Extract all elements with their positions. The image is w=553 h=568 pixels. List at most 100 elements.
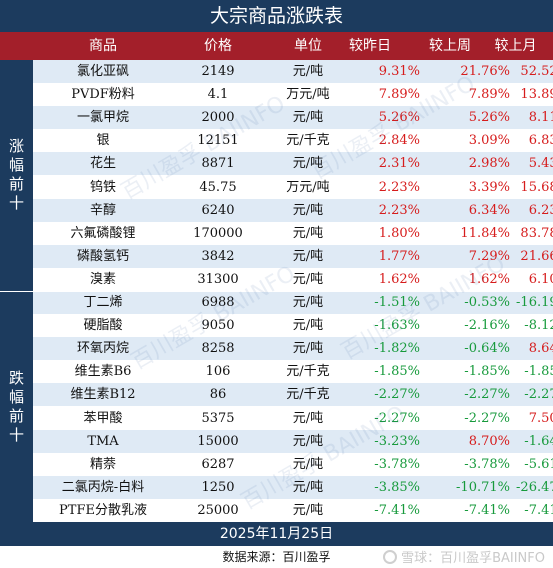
commodity-unit: 元/千克 [286, 387, 330, 403]
change-vs-last-week: -7.41% [464, 502, 510, 518]
change-vs-last-week: 5.26% [468, 110, 510, 126]
commodity-unit: 元/千克 [286, 364, 330, 380]
column-header-row: 商品 价格 单位 较昨日 较上周 较上月 [0, 32, 553, 60]
commodity-unit: 元/吨 [292, 110, 324, 126]
change-vs-last-month: 21.66% [520, 248, 553, 264]
table-row: PVDF粉料 4.1 万元/吨 7.89% 7.89% 13.89% [33, 83, 553, 107]
change-vs-yesterday: -2.27% [374, 410, 420, 426]
table-row: 六氟磷酸锂 170000 元/吨 1.80% 11.84% 83.78% [33, 221, 553, 245]
commodity-name: 辛醇 [89, 202, 116, 218]
commodity-price: 4.1 [207, 87, 229, 103]
change-vs-last-month: -16.19% [516, 295, 553, 310]
change-vs-last-week: -0.53% [464, 295, 510, 310]
table-title: 大宗商品涨跌表 [0, 0, 553, 32]
change-vs-yesterday: -1.51% [374, 295, 420, 310]
commodity-unit: 元/吨 [292, 156, 324, 172]
change-vs-last-week: 7.89% [468, 87, 510, 103]
commodity-price: 1250 [201, 479, 235, 495]
table-row: 环氧丙烷 8258 元/吨 -1.82% -0.64% 8.64% [33, 337, 553, 361]
commodity-unit: 元/吨 [292, 248, 324, 264]
change-vs-yesterday: -1.63% [374, 318, 420, 334]
change-vs-last-month: 15.68% [520, 179, 553, 195]
change-vs-last-month: -26.47% [516, 479, 553, 495]
change-vs-last-month: 6.23% [528, 202, 553, 218]
commodity-name: 六氟磷酸锂 [70, 225, 136, 241]
commodity-price: 5375 [201, 410, 235, 426]
change-vs-last-month: -8.12% [524, 318, 553, 334]
change-vs-yesterday: 5.26% [378, 110, 420, 126]
commodity-unit: 元/吨 [292, 64, 324, 79]
change-vs-last-month: 5.43% [528, 156, 553, 172]
change-vs-last-month: 6.83% [528, 133, 553, 149]
table-row: 硬脂酸 9050 元/吨 -1.63% -2.16% -8.12% [33, 314, 553, 338]
commodity-price: 12151 [197, 133, 239, 149]
commodity-name: 丁二烯 [83, 295, 123, 310]
commodity-price: 2000 [201, 110, 235, 126]
commodity-name: 银 [96, 133, 110, 149]
commodity-price: 8258 [201, 341, 235, 357]
commodity-unit: 万元/吨 [286, 179, 330, 195]
commodity-name: 磷酸氢钙 [76, 248, 129, 264]
watermark: 雪球：百川盈孚BAIINFO [383, 547, 545, 566]
commodity-name: 花生 [89, 156, 116, 172]
table-row: TMA 15000 元/吨 -3.23% 8.70% -1.64% [33, 429, 553, 453]
change-vs-yesterday: 1.77% [378, 248, 420, 264]
watermark-text: 雪球：百川盈孚BAIINFO [401, 551, 545, 566]
change-vs-yesterday: 1.62% [378, 271, 420, 287]
commodity-price: 31300 [197, 271, 239, 287]
commodity-name: PVDF粉料 [71, 87, 135, 103]
commodity-name: 精萘 [89, 456, 116, 472]
change-vs-yesterday: -2.27% [374, 387, 420, 403]
table-row: PTFE分散乳液 25000 元/吨 -7.41% -7.41% -7.41% [33, 498, 553, 522]
commodity-name: 一氯甲烷 [76, 110, 129, 126]
commodity-name: 二氯丙烷-白料 [61, 479, 145, 495]
change-vs-last-week: 1.62% [468, 271, 510, 287]
commodity-price: 6240 [201, 202, 235, 218]
change-vs-last-week: 21.76% [460, 64, 510, 79]
change-vs-last-week: -10.71% [456, 479, 510, 495]
table-row: 精萘 6287 元/吨 -3.78% -3.78% -5.61% [33, 452, 553, 476]
table-row: 磷酸氢钙 3842 元/吨 1.77% 7.29% 21.66% [33, 244, 553, 268]
change-vs-last-month: -7.41% [524, 502, 553, 518]
commodity-price: 86 [209, 387, 227, 403]
commodity-unit: 元/吨 [292, 502, 324, 518]
header-week: 较上周 [429, 38, 471, 54]
change-vs-yesterday: 9.31% [378, 64, 420, 79]
change-vs-yesterday: -7.41% [374, 502, 420, 518]
commodity-price: 45.75 [199, 179, 237, 195]
change-vs-last-week: 7.29% [468, 248, 510, 264]
change-vs-last-month: 8.64% [528, 341, 553, 357]
table-row: 氯化亚砜 2149 元/吨 9.31% 21.76% 52.52% [33, 60, 553, 83]
commodity-unit: 元/吨 [292, 410, 324, 426]
change-vs-yesterday: -3.85% [374, 479, 420, 495]
commodity-name: 钨铁 [89, 179, 116, 195]
top-gainers-label: 涨幅前十 [0, 60, 33, 291]
table-row: 维生素B6 106 元/千克 -1.85% -1.85% -1.85% [33, 360, 553, 384]
commodity-price: 8871 [201, 156, 235, 172]
commodity-name: TMA [87, 433, 119, 449]
change-vs-last-week: 6.34% [468, 202, 510, 218]
commodity-name: 氯化亚砜 [76, 64, 129, 79]
commodity-unit: 元/吨 [292, 202, 324, 218]
table-row: 辛醇 6240 元/吨 2.23% 6.34% 6.23% [33, 198, 553, 222]
commodity-unit: 元/吨 [292, 479, 324, 495]
commodity-unit: 元/千克 [286, 133, 330, 149]
change-vs-last-week: 2.98% [468, 156, 510, 172]
change-vs-yesterday: -3.23% [374, 433, 420, 449]
table-row: 二氯丙烷-白料 1250 元/吨 -3.85% -10.71% -26.47% [33, 475, 553, 499]
change-vs-last-week: -0.64% [464, 341, 510, 357]
table-row: 维生素B12 86 元/千克 -2.27% -2.27% -2.27% [33, 383, 553, 407]
commodity-name: PTFE分散乳液 [59, 502, 147, 518]
commodity-price: 6988 [201, 295, 235, 310]
change-vs-last-month: 7.50% [528, 410, 553, 426]
change-vs-last-week: 8.70% [468, 433, 510, 449]
change-vs-last-month: -1.64% [524, 433, 553, 449]
change-vs-last-week: 3.09% [468, 133, 510, 149]
change-vs-last-week: -2.27% [464, 387, 510, 403]
change-vs-last-week: 11.84% [460, 225, 510, 241]
change-vs-yesterday: 2.84% [378, 133, 420, 149]
commodity-price: 170000 [193, 225, 243, 241]
report-date: 2025年11月25日 [0, 522, 553, 546]
commodity-unit: 元/吨 [292, 225, 324, 241]
change-vs-last-month: -2.27% [524, 387, 553, 403]
